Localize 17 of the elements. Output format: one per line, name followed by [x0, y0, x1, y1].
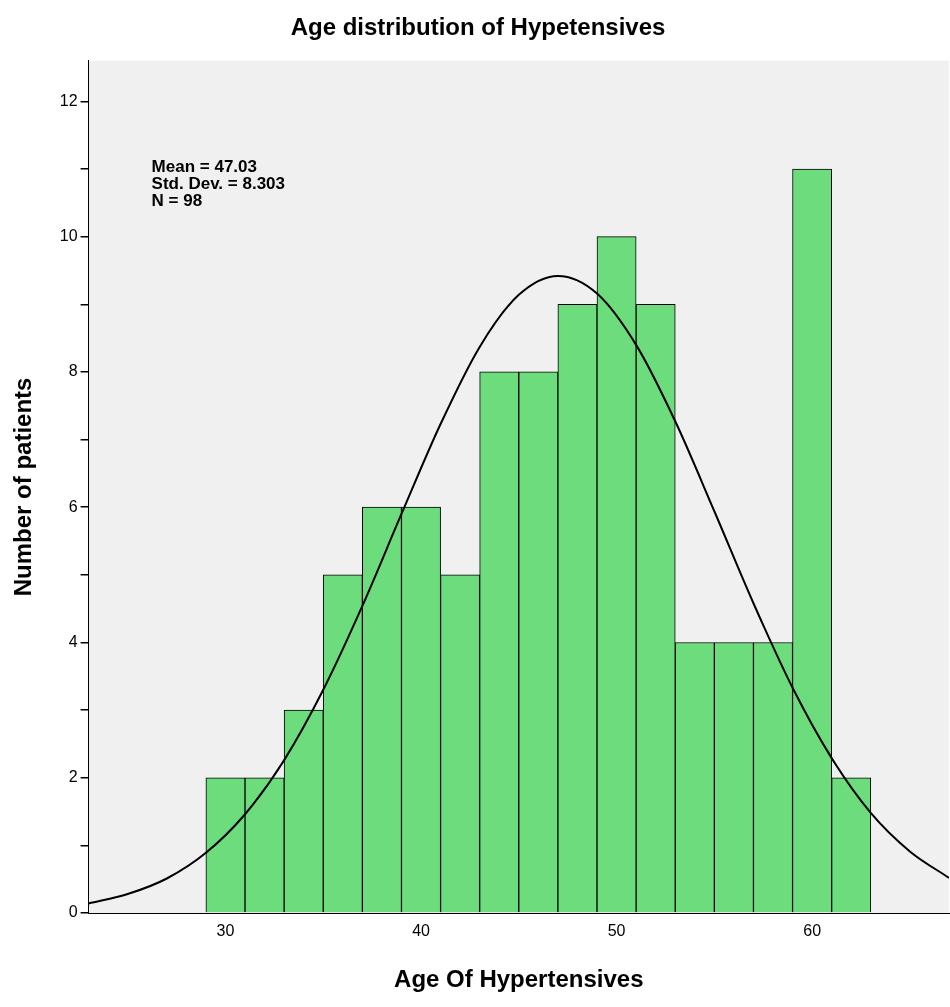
x-axis-title: Age Of Hypertensives — [394, 965, 644, 993]
y-axis-title: Number of patients — [9, 377, 37, 597]
x-tick-label: 50 — [607, 922, 626, 940]
annotation: Mean = 47.03 — [151, 156, 257, 176]
y-tick-label: 0 — [68, 903, 78, 921]
y-tick-label: 2 — [68, 768, 78, 786]
y-tick-label: 8 — [68, 362, 78, 380]
y-tick-label: 6 — [68, 497, 78, 515]
y-tick-label: 4 — [68, 632, 78, 650]
x-tick-label: 30 — [216, 922, 235, 940]
y-tick-label: 12 — [59, 91, 78, 109]
x-tick-label: 60 — [803, 922, 822, 940]
annotation: N = 98 — [151, 190, 203, 210]
y-tick-label: 10 — [59, 227, 78, 245]
annotation: Std. Dev. = 8.303 — [151, 173, 285, 193]
x-tick-label: 40 — [412, 922, 431, 940]
chart-title: Age distribution of Hypetensives — [290, 13, 666, 41]
